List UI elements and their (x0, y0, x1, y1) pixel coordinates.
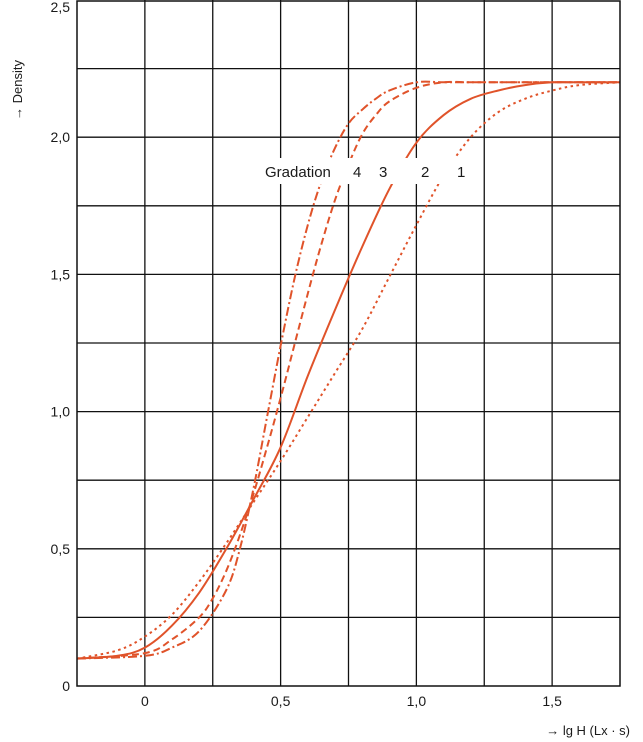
gradation-label-2: 2 (421, 164, 429, 181)
x-axis-label: → lg H (Lx · s) (546, 723, 630, 738)
gradation-label-1: 1 (457, 164, 465, 181)
y-tick-label: 0 (62, 678, 70, 694)
y-tick-labels: 0 0,5 1,0 1,5 2,0 2,5 (51, 0, 71, 694)
gradation-curve-1 (76, 81, 621, 660)
gradation-curve-2 (76, 81, 620, 660)
gradation-label-4: 4 (353, 164, 361, 181)
y-tick-label: 2,0 (51, 129, 71, 145)
y-axis-label: → Density (10, 60, 25, 120)
gradation-label-3: 3 (379, 164, 387, 181)
x-tick-label: 0 (141, 693, 149, 709)
y-tick-label: 0,5 (51, 541, 71, 557)
gradation-annotation: Gradation 4 3 2 1 (259, 158, 473, 184)
y-tick-label: 2,5 (51, 0, 71, 15)
annotation-background (259, 158, 473, 184)
plot-frame (76, 0, 621, 687)
x-tick-label: 1,0 (407, 693, 427, 709)
gradation-curves (76, 80, 621, 660)
y-tick-label: 1,0 (51, 404, 71, 420)
gradation-curve-3 (76, 80, 620, 660)
x-tick-label: 0,5 (271, 693, 291, 709)
grid-lines (77, 0, 620, 686)
x-tick-label: 1,5 (542, 693, 562, 709)
x-tick-labels: 0 0,5 1,0 1,5 (141, 693, 562, 709)
y-tick-label: 1,5 (51, 266, 71, 282)
annotation-prefix: Gradation (265, 164, 331, 181)
